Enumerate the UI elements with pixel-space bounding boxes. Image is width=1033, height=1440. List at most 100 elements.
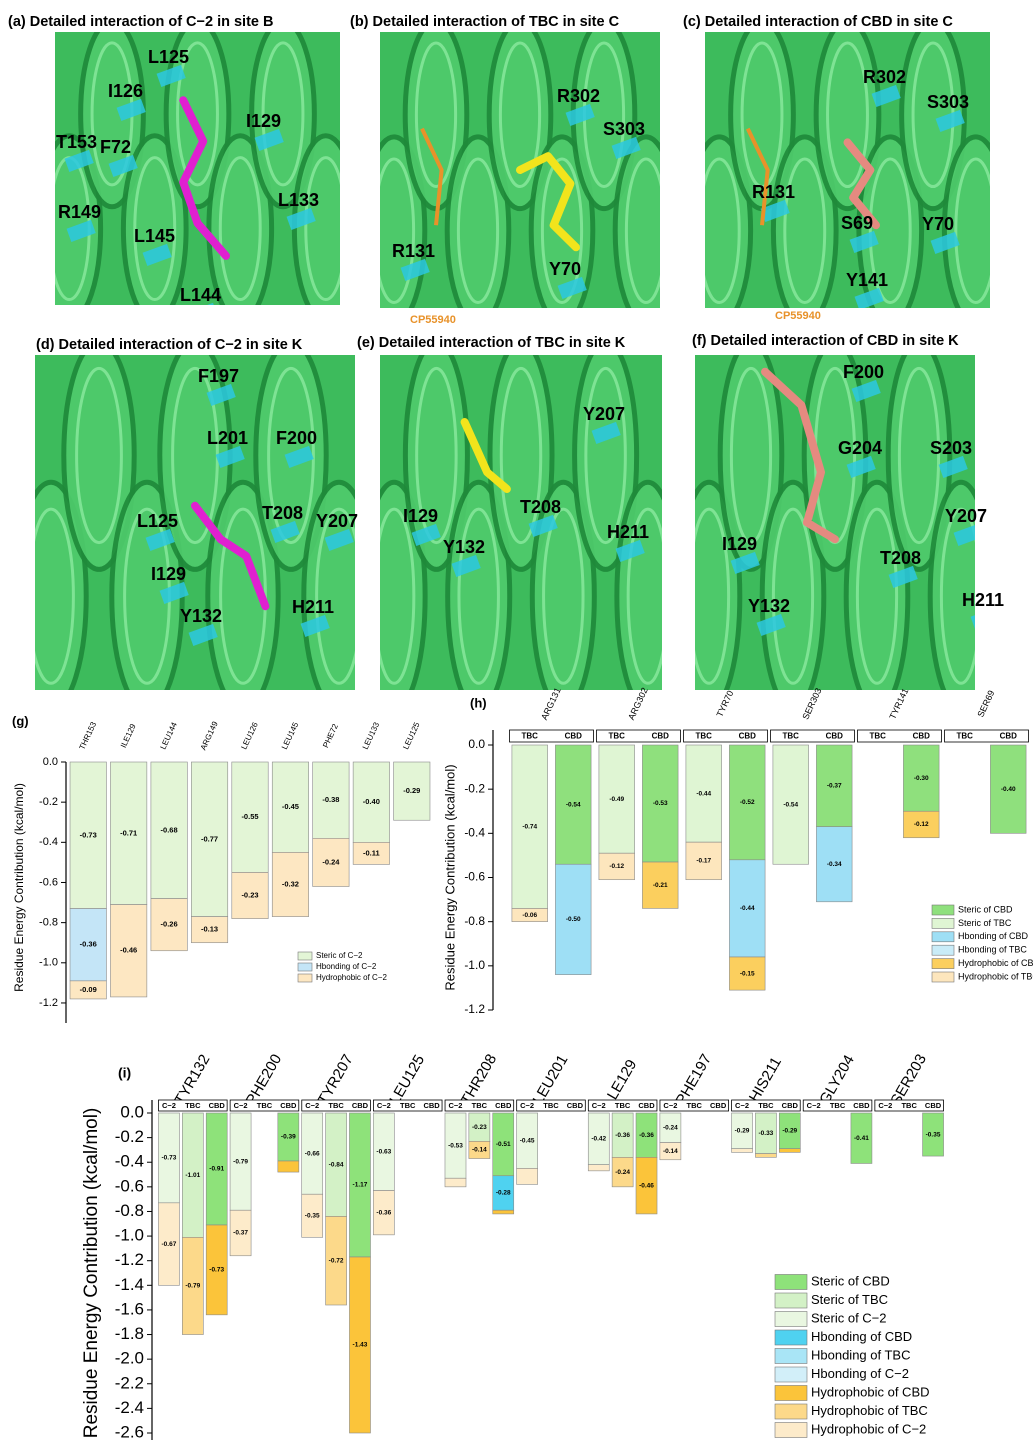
x-category-label: GLY204 — [816, 1052, 858, 1107]
residue-label: I129 — [151, 564, 186, 584]
group-label: C−2 — [592, 1101, 606, 1110]
group-label: TBC — [830, 1101, 846, 1110]
x-category-label: THR153 — [77, 720, 98, 751]
group-label: TBC — [758, 1101, 774, 1110]
value-label: -0.36 — [639, 1132, 654, 1139]
value-label: -0.73 — [162, 1155, 177, 1162]
y-tick-label: 0.0 — [120, 1102, 144, 1121]
legend-label: Hbonding of CBD — [811, 1329, 912, 1344]
residue-label: R302 — [557, 86, 600, 106]
y-tick-label: -0.4 — [464, 826, 485, 840]
structure-image — [363, 21, 677, 325]
value-label: -0.79 — [185, 1283, 200, 1290]
legend-label: Steric of C−2 — [811, 1310, 887, 1325]
panel-title: (b) Detailed interaction of TBC in site … — [350, 14, 620, 30]
group-label: TBC — [696, 732, 713, 741]
residue-label: Y132 — [443, 537, 485, 557]
y-tick-label: -1.0 — [115, 1226, 144, 1245]
value-label: -0.24 — [322, 857, 340, 866]
group-label: CBD — [739, 732, 757, 741]
value-label: -0.35 — [926, 1131, 941, 1138]
legend-label: Steric of TBC — [811, 1292, 888, 1307]
group-label: CBD — [567, 1101, 584, 1110]
value-label: -0.06 — [522, 912, 537, 919]
structure-image — [38, 21, 357, 325]
value-label: -0.40 — [363, 797, 380, 806]
group-label: CBD — [495, 1101, 512, 1110]
residue-label: H211 — [607, 522, 649, 542]
y-tick-label: -0.2 — [39, 796, 58, 808]
y-tick-label: -1.4 — [115, 1275, 144, 1294]
group-label: C−2 — [735, 1101, 749, 1110]
ligand-note: CP55940 — [410, 314, 456, 326]
group-label: TBC — [257, 1101, 273, 1110]
x-category-label: ARG149 — [199, 720, 220, 752]
value-label: -0.79 — [233, 1158, 248, 1165]
y-tick-label: -1.0 — [464, 958, 485, 972]
x-category-label: LEU126 — [239, 720, 260, 751]
value-label: -0.73 — [80, 830, 97, 839]
y-axis-title: Residue Energy Contribution (kcal/mol) — [81, 1108, 102, 1439]
group-label: CBD — [782, 1101, 799, 1110]
bar-segment — [588, 1165, 609, 1171]
value-label: -0.41 — [854, 1135, 869, 1142]
residue-label: S69 — [841, 213, 873, 233]
y-tick-label: -1.2 — [464, 1002, 485, 1016]
residue-label: I129 — [722, 534, 757, 554]
y-tick-label: -0.8 — [39, 917, 58, 929]
legend-swatch — [775, 1386, 807, 1401]
bar-segment — [278, 1161, 299, 1172]
group-label: CBD — [280, 1101, 297, 1110]
group-label: CBD — [209, 1101, 226, 1110]
residue-highlight — [189, 303, 218, 325]
group-label: TBC — [609, 732, 626, 741]
group-label: CBD — [710, 1101, 727, 1110]
legend-swatch — [775, 1423, 807, 1438]
value-label: -0.42 — [591, 1136, 606, 1143]
group-label: TBC — [901, 1101, 917, 1110]
value-label: -0.44 — [740, 905, 755, 912]
x-category-label: ILE129 — [119, 722, 138, 749]
legend-swatch — [775, 1404, 807, 1419]
legend-label: Hbonding of CBD — [958, 931, 1029, 941]
value-label: -0.11 — [363, 848, 380, 857]
group-label: C−2 — [234, 1101, 248, 1110]
y-tick-label: -0.8 — [115, 1201, 144, 1220]
x-category-label: SER69 — [975, 689, 996, 719]
panel-label: (h) — [470, 695, 487, 710]
legend-swatch — [775, 1312, 807, 1327]
residue-label: T208 — [262, 503, 303, 523]
y-tick-label: -2.4 — [115, 1398, 144, 1417]
residue-label: F72 — [100, 137, 131, 157]
y-tick-label: -0.2 — [464, 781, 485, 795]
legend-label: Hbonding of C−2 — [811, 1366, 909, 1381]
residue-label: Y207 — [583, 404, 625, 424]
value-label: -0.13 — [201, 925, 218, 934]
value-label: -0.51 — [496, 1141, 511, 1148]
group-label: CBD — [913, 732, 931, 741]
y-tick-label: -1.8 — [115, 1324, 144, 1343]
bar-segment — [517, 1168, 538, 1184]
value-label: -1.01 — [185, 1172, 200, 1179]
y-axis-title: Residue Energy Contribution (kcal/mol) — [442, 764, 457, 990]
value-label: -0.24 — [615, 1169, 630, 1176]
value-label: -0.54 — [566, 801, 581, 808]
value-label: -0.37 — [827, 783, 842, 790]
legend-swatch — [932, 959, 954, 969]
value-label: -0.63 — [376, 1148, 391, 1155]
group-label: TBC — [957, 732, 974, 741]
value-label: -0.29 — [782, 1128, 797, 1135]
x-category-label: LEU125 — [386, 1052, 428, 1107]
group-label: CBD — [1000, 732, 1018, 741]
y-tick-label: -2.0 — [115, 1349, 144, 1368]
panel-title: (a) Detailed interaction of C−2 in site … — [8, 14, 273, 30]
x-category-label: LEU125 — [401, 720, 422, 751]
y-tick-label: -0.4 — [115, 1152, 144, 1171]
group-label: C−2 — [878, 1101, 892, 1110]
legend-swatch — [298, 963, 312, 971]
group-label: TBC — [615, 1101, 631, 1110]
residue-label: S303 — [927, 92, 969, 112]
residue-label: L201 — [207, 428, 248, 448]
value-label: -0.14 — [472, 1147, 487, 1154]
value-label: -0.35 — [305, 1212, 320, 1219]
